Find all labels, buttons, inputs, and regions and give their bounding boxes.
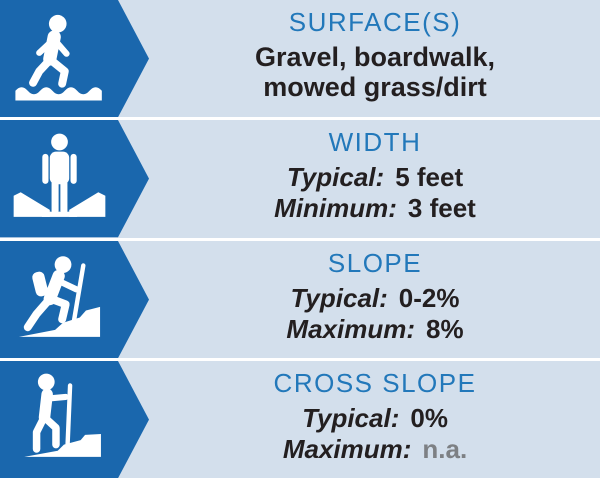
spec-label: Maximum:	[286, 313, 415, 344]
surface-line-1: Gravel, boardwalk,	[254, 42, 496, 72]
cross-slope-content: CROSS SLOPE Typical: 0% Maximum: n.a.	[150, 361, 600, 478]
spec-value-not-applicable: n.a.	[422, 433, 468, 464]
hiker-cross-slope-icon	[11, 371, 108, 468]
section-title: SLOPE	[327, 247, 423, 278]
spec-value: 8%	[426, 313, 464, 344]
row-arrow	[0, 240, 150, 358]
surface-content: SURFACE(S) Gravel, boardwalk, mowed gras…	[150, 0, 600, 117]
spec-value: 5 feet	[395, 162, 464, 193]
maximum-spec: Maximum: n.a.	[283, 434, 467, 465]
spec-row-cross-slope: CROSS SLOPE Typical: 0% Maximum: n.a.	[0, 360, 600, 478]
typical-spec: Typical: 5 feet	[287, 162, 463, 193]
slope-content: SLOPE Typical: 0-2% Maximum: 8%	[150, 241, 600, 358]
section-title: CROSS SLOPE	[273, 367, 477, 398]
section-title: WIDTH	[328, 127, 422, 158]
spec-label: Minimum:	[274, 193, 397, 224]
section-title: SURFACE(S)	[288, 7, 462, 37]
spec-row-surface: SURFACE(S) Gravel, boardwalk, mowed gras…	[0, 0, 600, 118]
spec-label: Maximum:	[282, 433, 412, 464]
maximum-spec: Maximum: 8%	[286, 314, 463, 345]
typical-spec: Typical: 0%	[302, 403, 448, 434]
spec-value: 0-2%	[398, 282, 460, 313]
minimum-spec: Minimum: 3 feet	[274, 193, 476, 224]
typical-spec: Typical: 0-2%	[291, 283, 460, 314]
spec-row-slope: SLOPE Typical: 0-2% Maximum: 8%	[0, 240, 600, 358]
spec-label: Typical:	[290, 282, 388, 313]
hiker-ascending-slope-icon	[11, 251, 108, 348]
spec-label: Typical:	[286, 162, 385, 193]
walking-person-icon	[11, 10, 108, 107]
spec-value: 3 feet	[407, 193, 476, 224]
surface-line-2: mowed grass/dirt	[263, 72, 487, 102]
spec-row-width: WIDTH Typical: 5 feet Minimum: 3 feet	[0, 120, 600, 238]
standing-person-trail-width-icon	[11, 130, 108, 227]
row-arrow	[0, 0, 150, 118]
width-content: WIDTH Typical: 5 feet Minimum: 3 feet	[150, 120, 600, 237]
spec-value: 0%	[410, 402, 448, 433]
spec-label: Typical:	[302, 402, 400, 433]
